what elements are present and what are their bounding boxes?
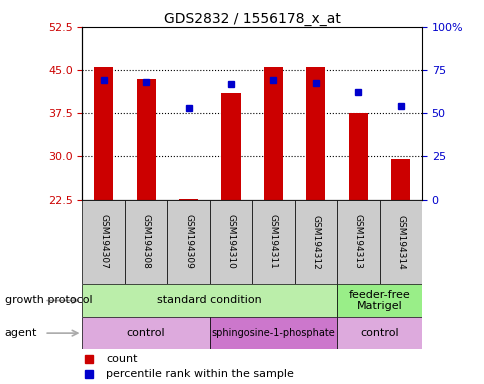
Text: GSM194309: GSM194309	[183, 215, 193, 269]
Text: GSM194310: GSM194310	[226, 215, 235, 269]
Bar	[179, 199, 197, 200]
Text: GSM194311: GSM194311	[268, 215, 277, 269]
Bar	[221, 93, 240, 200]
Bar	[82, 284, 336, 317]
Text: percentile rank within the sample: percentile rank within the sample	[106, 369, 293, 379]
Bar	[348, 113, 367, 200]
Bar	[209, 317, 336, 349]
Bar	[209, 200, 252, 284]
Text: feeder-free
Matrigel: feeder-free Matrigel	[348, 290, 409, 311]
Bar	[82, 200, 125, 284]
Bar	[391, 159, 409, 200]
Text: count: count	[106, 354, 137, 364]
Title: GDS2832 / 1556178_x_at: GDS2832 / 1556178_x_at	[164, 12, 340, 26]
Bar	[294, 200, 336, 284]
Bar	[94, 67, 113, 200]
Text: agent: agent	[5, 328, 37, 338]
Text: control: control	[360, 328, 398, 338]
Text: standard condition: standard condition	[157, 295, 261, 306]
Text: GSM194307: GSM194307	[99, 215, 108, 269]
Text: GSM194308: GSM194308	[141, 215, 151, 269]
Text: growth protocol: growth protocol	[5, 295, 92, 306]
Bar	[336, 317, 421, 349]
Bar	[378, 200, 421, 284]
Text: GSM194314: GSM194314	[395, 215, 405, 269]
Bar	[167, 200, 209, 284]
Bar	[136, 79, 155, 200]
Text: GSM194313: GSM194313	[353, 215, 362, 269]
Bar	[336, 284, 421, 317]
Bar	[82, 317, 209, 349]
Text: control: control	[126, 328, 165, 338]
Bar	[336, 200, 378, 284]
Bar	[252, 200, 294, 284]
Text: sphingosine-1-phosphate: sphingosine-1-phosphate	[211, 328, 334, 338]
Bar	[263, 67, 282, 200]
Bar	[125, 200, 167, 284]
Text: GSM194312: GSM194312	[311, 215, 320, 269]
Bar	[306, 67, 325, 200]
